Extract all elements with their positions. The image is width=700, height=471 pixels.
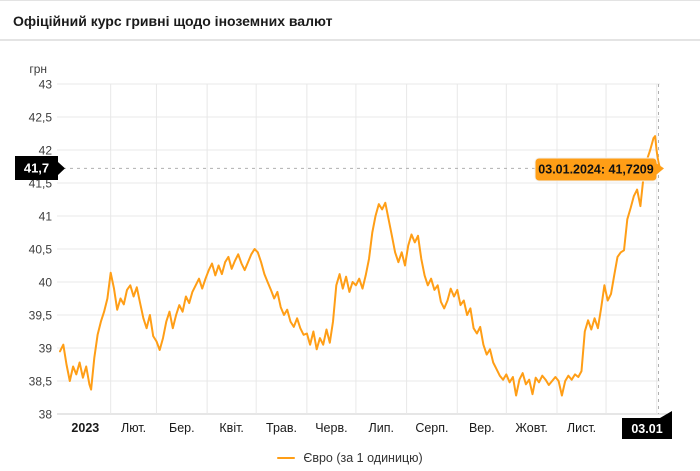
y-axis-title: грн xyxy=(29,62,47,76)
euro-rate-line[interactable] xyxy=(59,135,661,397)
x-tick-label: Лют. xyxy=(121,421,146,435)
x-tick-label: Лист. xyxy=(567,421,596,435)
x-tick-label: Бер. xyxy=(169,421,195,435)
y-tick-label: 41 xyxy=(39,210,53,224)
x-current-date-label: 03.01 xyxy=(631,422,662,436)
y-current-value-badge xyxy=(15,156,58,180)
x-tick-label: 2023 xyxy=(71,421,99,435)
chart-area[interactable]: 43 42,5 42 41,5 41 40,5 40 39,5 39 38,5 38 грн 2023 Л… xyxy=(0,41,700,471)
x-tick-label: Серп. xyxy=(415,421,448,435)
y-tick-label: 39,5 xyxy=(29,309,53,323)
y-tick-label: 42,5 xyxy=(29,111,53,125)
x-tick-label: Лип. xyxy=(369,421,394,435)
x-tick-label: Вер. xyxy=(469,421,495,435)
x-badge-arrow-icon xyxy=(660,411,672,418)
tooltip-pointer-icon xyxy=(656,163,664,175)
tooltip-text: 03.01.2024: 41,7209 xyxy=(538,163,653,177)
y-tick-label: 43 xyxy=(39,78,53,92)
x-tick-label: Трав. xyxy=(266,421,297,435)
tooltip: 03.01.2024: 41,7209 xyxy=(534,157,664,182)
x-tick-label: Черв. xyxy=(315,421,347,435)
x-current-date-badge xyxy=(622,418,672,439)
y-tick-label: 40,5 xyxy=(29,243,53,257)
y-tick-label: 42 xyxy=(39,144,53,158)
legend-line-swatch xyxy=(277,457,296,459)
legend-label: Євро (за 1 одиницю) xyxy=(303,451,423,465)
x-tick-label: Жовт. xyxy=(515,421,548,435)
page-title: Офіційний курс гривні щодо іноземних вал… xyxy=(13,13,333,29)
y-tick-label: 38 xyxy=(39,408,53,422)
y-current-value-label: 41,7 xyxy=(24,161,49,176)
widget-header: Офіційний курс гривні щодо іноземних вал… xyxy=(13,10,332,32)
header-divider xyxy=(0,39,700,41)
legend-item-euro[interactable]: Євро (за 1 одиницю) xyxy=(0,448,700,468)
x-tick-label: Квіт. xyxy=(219,421,244,435)
y-tick-label: 38,5 xyxy=(29,375,53,389)
y-badge-arrow-icon xyxy=(58,162,65,175)
y-tick-label: 40 xyxy=(39,276,53,290)
y-tick-label: 39 xyxy=(39,342,53,356)
